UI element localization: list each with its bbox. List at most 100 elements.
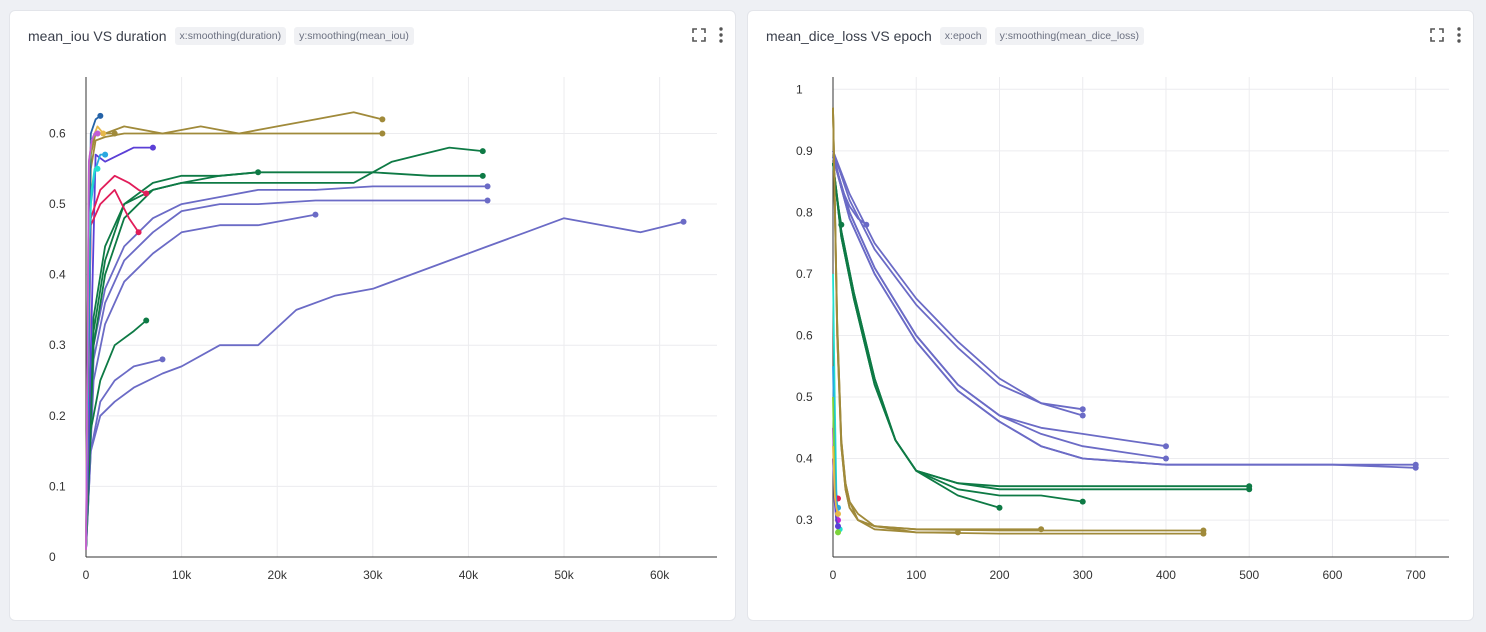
series-2 [85,211,319,550]
series-end-point [1079,406,1086,413]
series-6 [832,156,1419,468]
series-6 [85,169,262,550]
series-5 [832,156,1419,471]
series-end-point [111,130,118,137]
series-end-point [312,211,319,218]
series-end-point [838,221,845,228]
series-4 [85,183,491,550]
x-axis-tag: x:smoothing(duration) [174,27,287,45]
panel-header: mean_iou VS duration x:smoothing(duratio… [28,25,725,47]
series-line [85,146,483,550]
grid-lines [86,77,717,558]
series-line [832,107,1204,532]
series-7 [85,171,486,550]
x-tick-label: 300 [1073,568,1093,582]
series-line [85,111,383,550]
mean-iou-chart: 0 10k 20k 30k 40k 50k 60k 0 0.1 0.2 0.3 0.4 0.5 0.6 [49,77,717,582]
y-tick-label: 0 [49,550,56,564]
series-15 [832,107,1207,537]
series-10 [85,111,386,550]
series-line [85,199,488,550]
series-8 [832,163,1086,505]
y-axis-tag: y:smoothing(mean_dice_loss) [994,27,1145,45]
series-line [85,217,684,550]
series-13 [832,107,1045,533]
x-tick-label: 0 [830,568,837,582]
y-tick-label: 0.5 [796,390,813,404]
x-tick-label: 40k [459,568,479,582]
series-end-point [135,229,142,236]
more-vertical-icon[interactable] [719,27,723,43]
series-12 [85,144,156,550]
series-end-point [479,172,486,179]
series-14 [832,107,1207,534]
series-8 [85,146,486,550]
series-line [832,156,1416,469]
series-line [85,171,259,550]
series-line [832,107,958,534]
series-line [85,132,383,550]
x-axis-tag: x:epoch [939,27,987,45]
series-line [832,150,1083,411]
y-tick-label: 0.1 [49,479,66,493]
series-end-point [1079,412,1086,419]
x-tick-label: 20k [268,568,288,582]
series-end-point [102,151,109,158]
series-2 [832,150,1086,413]
series-line [85,171,483,550]
series-end-point [379,130,386,137]
x-tick-label: 200 [989,568,1009,582]
series-line [85,146,153,550]
series-line [832,107,1042,531]
series-end-point [1162,443,1169,450]
series-line [832,156,1416,466]
series-end-point [143,190,150,197]
chart-panel-mean-iou: 0 10k 20k 30k 40k 50k 60k 0 0.1 0.2 0.3 0.4 0.5 0.6 m… [9,10,736,621]
y-tick-label: 0.3 [796,513,813,527]
series-line [832,163,1250,488]
chart-panel-mean-dice-loss: 0 100 200 300 400 500 600 700 0.3 0.4 0.5 0.6 0.7 0.8… [747,10,1474,621]
y-tick-label: 0.7 [796,267,813,281]
x-tick-label: 30k [363,568,383,582]
panel-toolbar [692,27,723,43]
series-line [832,156,1167,448]
series-line [832,163,1083,503]
fullscreen-icon[interactable] [1430,28,1444,42]
series-end-point [94,165,101,172]
series-1 [832,150,1086,419]
y-axis-tag: y:smoothing(mean_iou) [294,27,414,45]
series-end-point [379,116,386,123]
more-vertical-icon[interactable] [1457,27,1461,43]
series-0 [85,217,687,550]
mean-dice-loss-chart: 0 100 200 300 400 500 600 700 0.3 0.4 0.5 0.6 0.7 0.8… [796,77,1449,582]
series-10 [832,163,1253,490]
panel-title: mean_iou VS duration [28,28,167,44]
series-end-point [484,197,491,204]
y-tick-label: 0.4 [49,268,66,282]
series-line [832,107,1204,535]
x-tick-label: 700 [1406,568,1426,582]
grid-lines [833,77,1449,557]
series-end-point [159,356,166,363]
series-line [85,213,316,550]
series-line [832,446,839,515]
series-end-point [834,510,841,517]
series-end-point [1246,483,1253,490]
y-tick-label: 0.6 [796,328,813,342]
series-end-point [97,112,104,119]
x-tick-label: 100 [906,568,926,582]
series-22 [832,446,841,517]
series-end-point [996,504,1003,511]
y-tick-label: 1 [796,82,803,96]
series-end-point [100,130,107,137]
series-12 [832,107,961,536]
panel-toolbar [1430,27,1461,43]
series-20 [85,130,101,550]
series-end-point [1038,526,1045,533]
x-tick-label: 50k [554,568,574,582]
fullscreen-icon[interactable] [692,28,706,42]
x-tick-label: 0 [83,568,90,582]
series-14 [85,188,142,550]
y-tick-label: 0.3 [49,338,66,352]
y-tick-label: 0.4 [796,452,813,466]
